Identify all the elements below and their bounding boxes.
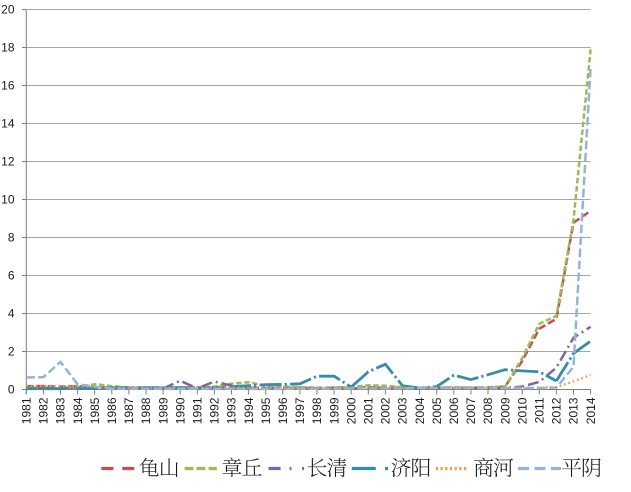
svg-text:1981: 1981 xyxy=(20,397,34,424)
svg-text:14: 14 xyxy=(1,117,15,131)
svg-text:1986: 1986 xyxy=(105,397,119,424)
svg-text:12: 12 xyxy=(1,155,15,169)
svg-text:1998: 1998 xyxy=(310,397,324,424)
svg-text:1989: 1989 xyxy=(156,397,170,424)
svg-text:2008: 2008 xyxy=(481,397,495,424)
svg-text:1995: 1995 xyxy=(259,397,273,424)
svg-text:2000: 2000 xyxy=(344,397,358,424)
svg-text:1997: 1997 xyxy=(293,397,307,424)
svg-text:1988: 1988 xyxy=(139,397,153,424)
svg-text:6: 6 xyxy=(8,269,15,283)
svg-text:4: 4 xyxy=(8,307,15,321)
svg-text:1987: 1987 xyxy=(122,397,136,424)
svg-text:1983: 1983 xyxy=(54,397,68,424)
svg-text:2013: 2013 xyxy=(567,397,581,424)
svg-text:2009: 2009 xyxy=(498,397,512,424)
svg-text:0: 0 xyxy=(8,383,15,397)
svg-text:1985: 1985 xyxy=(88,397,102,424)
svg-text:2007: 2007 xyxy=(464,397,478,424)
svg-text:2004: 2004 xyxy=(413,397,427,424)
svg-text:18: 18 xyxy=(1,41,15,55)
svg-text:2005: 2005 xyxy=(430,397,444,424)
svg-text:2011: 2011 xyxy=(533,397,547,423)
svg-text:1994: 1994 xyxy=(242,397,256,424)
svg-text:1992: 1992 xyxy=(208,397,222,424)
svg-text:2010: 2010 xyxy=(515,397,529,424)
svg-text:1999: 1999 xyxy=(327,397,341,424)
svg-text:1991: 1991 xyxy=(191,397,205,424)
svg-text:1996: 1996 xyxy=(276,397,290,424)
svg-text:10: 10 xyxy=(1,193,15,207)
svg-text:2006: 2006 xyxy=(447,397,461,424)
svg-text:1984: 1984 xyxy=(71,397,85,424)
svg-text:16: 16 xyxy=(1,79,15,93)
svg-text:1993: 1993 xyxy=(225,397,239,424)
svg-text:1990: 1990 xyxy=(173,397,187,424)
svg-text:8: 8 xyxy=(8,231,15,245)
svg-text:1982: 1982 xyxy=(37,397,51,424)
svg-text:2012: 2012 xyxy=(550,397,564,424)
svg-text:20: 20 xyxy=(1,3,15,17)
svg-text:2001: 2001 xyxy=(362,397,376,424)
svg-text:2002: 2002 xyxy=(379,397,393,424)
svg-text:2: 2 xyxy=(8,345,15,359)
svg-text:2014: 2014 xyxy=(584,397,598,424)
svg-text:2003: 2003 xyxy=(396,397,410,424)
